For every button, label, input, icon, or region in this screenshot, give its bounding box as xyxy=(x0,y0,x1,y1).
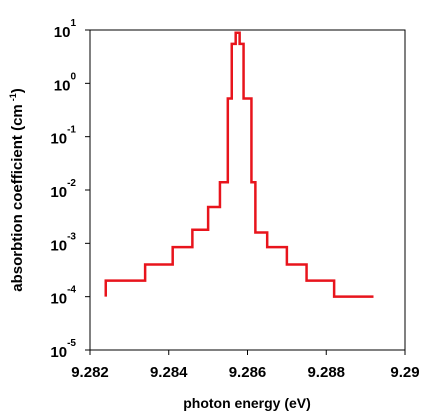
y-tick-exponent: -5 xyxy=(67,338,76,349)
x-axis-label: photon energy (eV) xyxy=(183,395,311,411)
x-tick-label: 9.286 xyxy=(229,364,267,381)
y-tick-base: 10 xyxy=(50,344,67,361)
x-tick-label: 9.282 xyxy=(71,364,109,381)
y-tick-label: 10-1 xyxy=(50,125,76,148)
y-tick-label: 10-4 xyxy=(50,285,76,308)
y-tick-exponent: -4 xyxy=(67,285,76,296)
y-tick-label: 100 xyxy=(54,71,77,94)
y-axis-label-suffix: ) xyxy=(9,88,26,93)
y-tick-label: 10-3 xyxy=(50,231,76,254)
y-tick-base: 10 xyxy=(50,291,67,308)
y-axis-label-text: absorbtion coefficient (cm xyxy=(9,104,26,292)
y-tick-label: 10-2 xyxy=(50,178,76,201)
y-axis-label: absorbtion coefficient (cm -1) xyxy=(8,88,26,292)
y-tick-exponent: 0 xyxy=(70,71,76,82)
y-tick-exponent: -1 xyxy=(67,125,76,136)
x-tick-label: 9.284 xyxy=(150,364,188,381)
y-tick-exponent: -2 xyxy=(67,178,76,189)
step-line xyxy=(104,31,374,298)
y-tick-base: 10 xyxy=(54,77,71,94)
y-tick-base: 10 xyxy=(54,24,71,41)
plot-frame xyxy=(89,29,406,351)
y-tick-exponent: 1 xyxy=(70,18,76,29)
y-tick-base: 10 xyxy=(50,237,67,254)
y-tick-base: 10 xyxy=(50,184,67,201)
y-tick-label: 101 xyxy=(54,18,77,41)
y-tick-base: 10 xyxy=(50,131,67,148)
y-tick-label: 10-5 xyxy=(50,338,76,361)
y-axis-label-superscript: -1 xyxy=(8,93,18,101)
x-tick-label: 9.29 xyxy=(390,364,419,381)
y-tick-exponent: -3 xyxy=(67,231,76,242)
x-tick-label: 9.288 xyxy=(307,364,345,381)
